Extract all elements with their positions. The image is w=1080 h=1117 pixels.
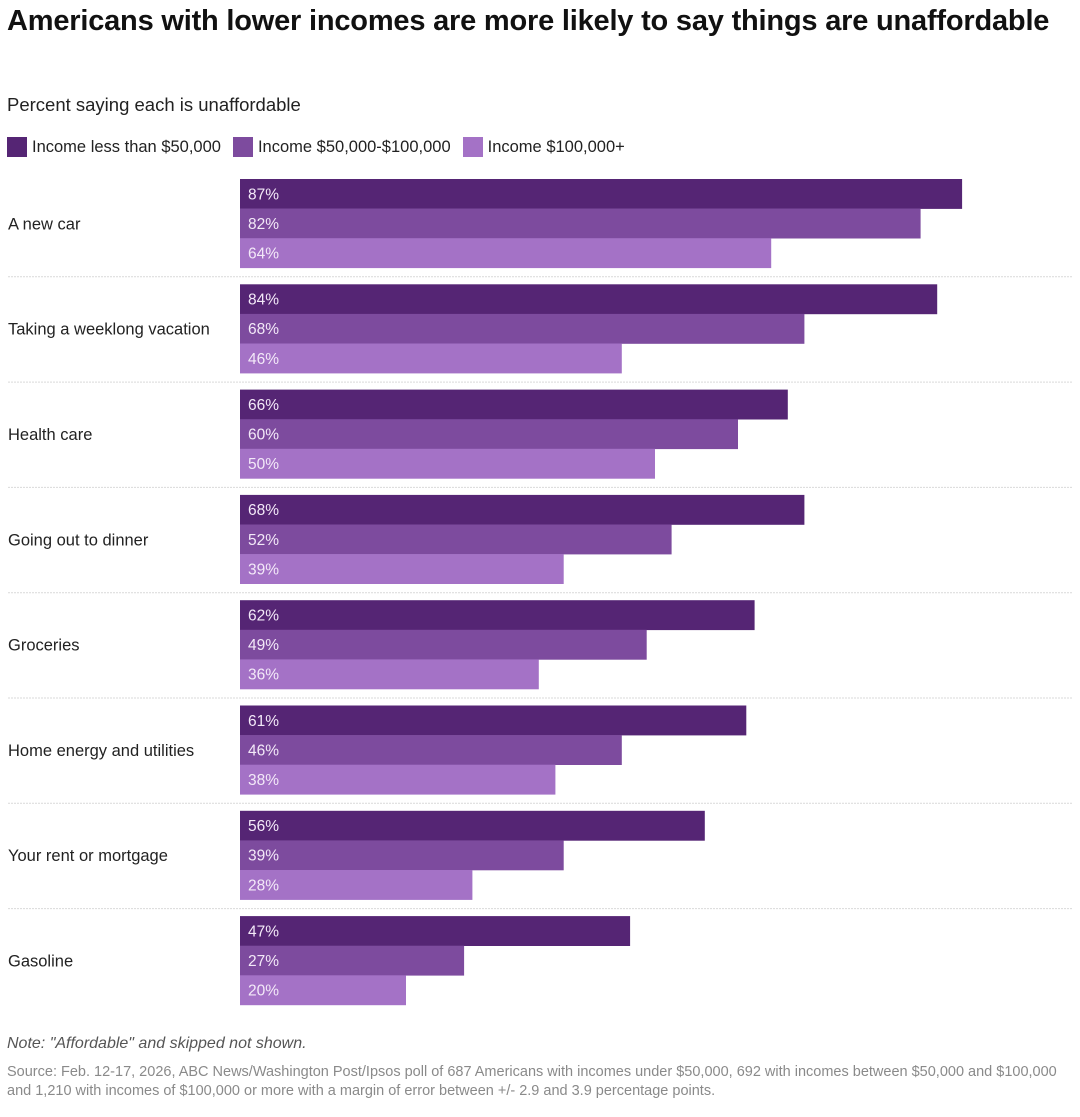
category-group-a-new-car: A new car 87% 82% 64% <box>8 179 1072 278</box>
bar-taking-a-weeklong-vacation-series-2 <box>240 343 622 374</box>
bar-gasoline-series-0 <box>240 916 631 946</box>
bar-value-label: 56% <box>248 818 279 835</box>
bar-value-label: 87% <box>248 186 279 203</box>
bar-value-label: 50% <box>248 456 279 473</box>
bar-a-new-car-series-0 <box>240 179 963 209</box>
bar-taking-a-weeklong-vacation-series-0 <box>240 284 938 315</box>
category-label: Home energy and utilities <box>8 742 194 760</box>
category-label: Groceries <box>8 637 80 655</box>
category-label: Going out to dinner <box>8 531 149 549</box>
bar-value-label: 62% <box>248 608 279 625</box>
bar-groceries-series-2 <box>240 659 539 690</box>
bar-value-label: 60% <box>248 427 279 444</box>
bar-your-rent-or-mortgage-series-2 <box>240 870 473 900</box>
bar-value-label: 38% <box>248 772 279 789</box>
category-group-your-rent-or-mortgage: Your rent or mortgage 56% 39% 28% <box>8 810 1072 910</box>
bar-value-label: 52% <box>248 532 279 549</box>
bar-value-label: 46% <box>248 351 279 368</box>
bar-groceries-series-1 <box>240 629 647 660</box>
bar-gasoline-series-2 <box>240 975 406 1006</box>
legend-label-low-income: Income less than $50,000 <box>32 137 221 156</box>
bar-home-energy-and-utilities-series-1 <box>240 735 622 765</box>
category-group-gasoline: Gasoline 47% 27% 20% <box>8 916 631 1006</box>
bar-groceries-series-0 <box>240 600 755 631</box>
category-group-health-care: Health care 66% 60% 50% <box>8 389 1072 488</box>
bar-value-label: 61% <box>248 713 279 730</box>
category-label: A new car <box>8 215 81 233</box>
bar-value-label: 66% <box>248 397 279 414</box>
chart-title: Americans with lower incomes are more li… <box>7 5 1050 37</box>
category-group-going-out-to-dinner: Going out to dinner 68% 52% 39% <box>8 494 1072 594</box>
category-label: Taking a weeklong vacation <box>8 321 210 339</box>
chart-note: Note: "Affordable" and skipped not shown… <box>7 1035 307 1052</box>
bar-health-care-series-2 <box>240 448 655 479</box>
bar-your-rent-or-mortgage-series-1 <box>240 840 564 871</box>
category-group-groceries: Groceries 62% 49% 36% <box>8 600 1072 699</box>
legend: Income less than $50,000 Income $50,000-… <box>7 137 637 157</box>
bar-a-new-car-series-2 <box>240 238 772 269</box>
category-label: Health care <box>8 426 92 444</box>
bar-value-label: 36% <box>248 667 279 684</box>
legend-label-middle-income: Income $50,000-$100,000 <box>257 137 451 156</box>
bar-value-label: 27% <box>248 953 279 970</box>
category-group-home-energy-and-utilities: Home energy and utilities 61% 46% 38% <box>8 705 1072 804</box>
bar-taking-a-weeklong-vacation-series-1 <box>240 313 805 344</box>
bar-value-label: 47% <box>248 923 279 940</box>
bar-value-label: 39% <box>248 848 279 865</box>
bar-value-label: 39% <box>248 561 279 578</box>
bar-value-label: 68% <box>248 321 279 338</box>
bar-value-label: 20% <box>248 983 279 1000</box>
bar-a-new-car-series-1 <box>240 208 921 239</box>
bar-health-care-series-0 <box>240 389 788 420</box>
legend-item-high-income: Income $100,000+ <box>462 137 625 157</box>
bar-value-label: 68% <box>248 502 279 519</box>
bar-value-label: 28% <box>248 877 279 894</box>
legend-label-high-income: Income $100,000+ <box>487 137 625 156</box>
legend-item-low-income: Income less than $50,000 <box>7 137 221 157</box>
bar-gasoline-series-1 <box>240 945 465 976</box>
category-group-taking-a-weeklong-vacation: Taking a weeklong vacation 84% 68% 46% <box>8 284 1072 383</box>
bar-value-label: 84% <box>248 292 279 309</box>
legend-swatch-high-income <box>462 137 483 157</box>
chart-subtitle: Percent saying each is unaffordable <box>7 94 301 115</box>
bar-going-out-to-dinner-series-0 <box>240 494 805 525</box>
bar-going-out-to-dinner-series-2 <box>240 554 564 584</box>
category-label: Your rent or mortgage <box>8 847 168 865</box>
bar-value-label: 64% <box>248 246 279 263</box>
legend-item-middle-income: Income $50,000-$100,000 <box>232 137 451 157</box>
legend-swatch-low-income <box>7 137 27 157</box>
legend-swatch-middle-income <box>232 137 253 157</box>
bar-your-rent-or-mortgage-series-0 <box>240 810 705 841</box>
bar-home-energy-and-utilities-series-0 <box>240 705 747 736</box>
bar-chart: A new car 87% 82% 64% Taking a weeklong vaca… <box>8 179 1072 1006</box>
bar-value-label: 82% <box>248 216 279 233</box>
bar-going-out-to-dinner-series-1 <box>240 524 672 555</box>
bar-value-label: 46% <box>248 742 279 759</box>
bar-home-energy-and-utilities-series-2 <box>240 764 556 795</box>
bar-health-care-series-1 <box>240 419 738 450</box>
category-label: Gasoline <box>8 953 73 971</box>
chart-source: Source: Feb. 12-17, 2026, ABC News/Washi… <box>7 1064 1057 1099</box>
bar-value-label: 49% <box>248 637 279 654</box>
